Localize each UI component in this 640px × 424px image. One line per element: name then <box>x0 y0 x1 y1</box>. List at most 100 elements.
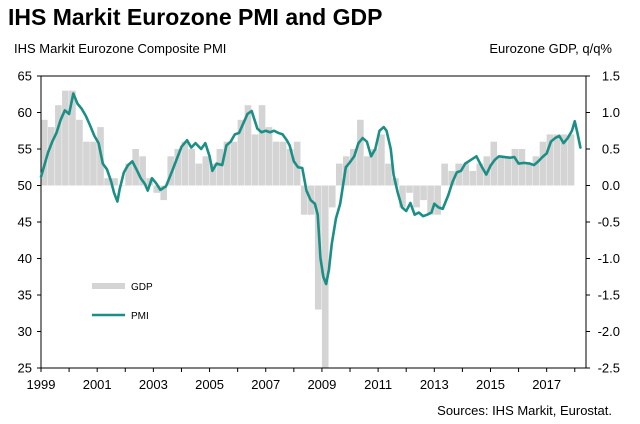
gdp-bar <box>364 156 371 186</box>
gdp-bar <box>90 141 97 186</box>
gdp-bar <box>104 178 111 186</box>
left-tick-label: 25 <box>18 361 32 376</box>
gdp-bar <box>350 149 357 186</box>
gdp-bar <box>413 185 420 208</box>
right-axis-ticks: -2.5 -2.0 -1.5 -1.0 -0.5 0.0 0.5 1.0 1.5 <box>586 69 620 376</box>
gdp-bar <box>378 134 385 186</box>
gdp-bar <box>111 178 118 186</box>
gdp-bar <box>518 149 526 186</box>
gdp-bar <box>328 185 336 208</box>
legend-gdp-swatch <box>92 283 125 289</box>
left-axis-label: IHS Markit Eurozone Composite PMI <box>14 41 227 56</box>
left-tick-label: 65 <box>18 69 32 84</box>
legend-pmi-label: PMI <box>131 311 149 322</box>
gdp-bar <box>167 156 175 186</box>
gdp-bar <box>546 134 554 186</box>
gdp-bar <box>490 141 498 186</box>
x-tick-label: 2005 <box>195 377 224 392</box>
gdp-bar <box>41 119 48 186</box>
right-tick-label: 0.0 <box>602 178 620 193</box>
gdp-bar <box>244 105 252 186</box>
left-tick-label: 45 <box>18 215 32 230</box>
plot-frame <box>40 75 587 369</box>
gdp-bar <box>462 163 470 186</box>
gdp-bar <box>441 163 448 186</box>
right-tick-label: -1.0 <box>598 251 620 266</box>
gdp-bar <box>83 141 90 186</box>
x-tick-label: 1999 <box>27 377 56 392</box>
gdp-bar <box>216 149 224 186</box>
pmi-line <box>39 92 582 286</box>
gdp-bar <box>188 149 196 186</box>
x-axis-ticks: 1999 2001 2003 2005 2007 2009 2011 2013 2015 2017 <box>27 368 576 392</box>
legend-gdp-label: GDP <box>131 282 153 293</box>
right-tick-label: 1.0 <box>602 105 620 120</box>
gdp-bar <box>511 149 519 186</box>
gdp-bar <box>62 90 69 186</box>
left-tick-label: 55 <box>18 142 32 157</box>
gdp-bar <box>153 185 160 193</box>
gdp-bar <box>69 90 76 186</box>
gdp-bar <box>209 163 217 186</box>
gdp-bar <box>455 163 462 186</box>
gdp-bar <box>202 156 210 186</box>
gdp-bar <box>251 134 259 186</box>
gdp-bar <box>258 105 266 186</box>
gdp-bar <box>293 141 301 186</box>
chart-title: IHS Markit Eurozone PMI and GDP <box>8 4 383 30</box>
right-tick-label: 0.5 <box>602 142 620 157</box>
legend: GDP PMI <box>92 282 153 322</box>
gdp-bar <box>230 141 238 186</box>
gdp-bar <box>181 141 189 186</box>
gdp-bar <box>55 105 62 186</box>
gdp-bar <box>314 185 322 310</box>
x-tick-label: 2011 <box>364 377 392 392</box>
gdp-bar <box>237 119 245 186</box>
right-tick-label: -1.5 <box>598 288 620 303</box>
right-tick-label: -2.0 <box>598 324 620 339</box>
left-tick-label: 50 <box>18 178 32 193</box>
gdp-bar <box>335 163 343 186</box>
source-note: Sources: IHS Markit, Eurostat. <box>437 403 612 418</box>
gdp-bar <box>300 185 308 215</box>
gdp-bar <box>532 156 540 186</box>
gdp-bar <box>504 156 512 186</box>
right-tick-label: -2.5 <box>598 361 620 376</box>
gdp-bar <box>48 127 55 186</box>
gdp-bar <box>476 163 484 186</box>
gdp-bar <box>371 149 378 186</box>
left-tick-label: 30 <box>18 324 32 339</box>
left-tick-label: 35 <box>18 288 32 303</box>
gdp-bar <box>420 185 427 201</box>
gdp-bar <box>399 185 406 208</box>
gdp-bars <box>41 90 575 368</box>
gdp-bar <box>321 185 329 368</box>
gdp-bar <box>525 163 533 186</box>
x-tick-label: 2017 <box>532 377 561 392</box>
gdp-bar <box>286 149 294 186</box>
gdp-bar <box>139 156 146 186</box>
gdp-bar <box>125 163 132 186</box>
x-tick-label: 2015 <box>476 377 505 392</box>
gdp-bar <box>279 141 287 186</box>
gdp-bar <box>539 141 547 186</box>
x-tick-label: 2013 <box>420 377 449 392</box>
gdp-bar <box>195 163 203 186</box>
x-tick-label: 2003 <box>139 377 168 392</box>
gdp-bar <box>385 163 392 186</box>
gdp-bar <box>406 185 413 193</box>
gdp-bar <box>223 141 231 186</box>
x-tick-label: 2009 <box>307 377 336 392</box>
gdp-bar <box>553 134 561 186</box>
gdp-bar <box>357 119 364 186</box>
gdp-bar <box>448 170 455 186</box>
right-tick-label: 1.5 <box>602 69 620 84</box>
gdp-bar <box>567 134 575 186</box>
gdp-bar <box>469 170 477 186</box>
gdp-bar <box>272 141 280 186</box>
gdp-bar <box>76 119 83 186</box>
gdp-bar <box>560 134 568 186</box>
gdp-bar <box>265 127 273 186</box>
gdp-bar <box>434 185 441 215</box>
